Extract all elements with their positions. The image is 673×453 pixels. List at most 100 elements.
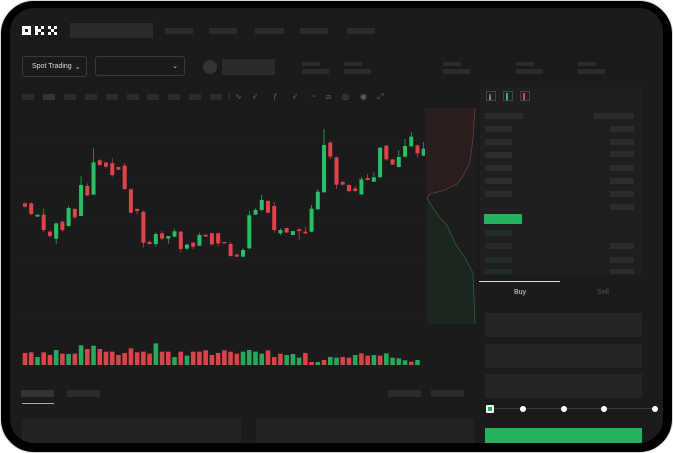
volume-bar <box>109 351 115 365</box>
volume-bar <box>284 355 289 365</box>
candle-body <box>97 160 102 165</box>
volume-bar <box>159 351 165 365</box>
timeframe-button[interactable] <box>168 94 180 100</box>
volume-bar <box>41 352 46 365</box>
dropdown-icon[interactable]: ✓ <box>292 92 299 101</box>
candle-body <box>72 209 77 218</box>
candle-body <box>259 200 264 210</box>
volume-bar <box>28 352 34 365</box>
candle-body <box>415 145 420 154</box>
volume-bar <box>346 357 352 365</box>
candle-body <box>122 165 127 189</box>
buy-tab-underline <box>479 281 560 282</box>
nav-item[interactable] <box>165 28 193 34</box>
price-input[interactable] <box>485 313 642 337</box>
volume-bar <box>190 351 196 365</box>
candle-body <box>216 233 221 244</box>
volume-bar <box>184 355 190 365</box>
candle-body <box>284 228 289 233</box>
timeframe-button[interactable] <box>106 94 118 100</box>
settings-icon[interactable]: ◉ <box>360 92 367 101</box>
timeframe-button[interactable] <box>127 94 139 100</box>
spot-trading-label: Spot Trading <box>32 63 72 70</box>
tab-buy[interactable]: Buy <box>513 289 527 296</box>
search-bar[interactable] <box>70 23 153 38</box>
amount-slider[interactable] <box>489 408 657 409</box>
volume-bar <box>91 345 96 365</box>
volume-bar <box>134 352 140 365</box>
candle-body <box>247 215 252 249</box>
volume-bar <box>290 354 296 365</box>
order-book-both-view-icon[interactable] <box>486 91 496 101</box>
timeframe-button[interactable] <box>43 94 55 100</box>
chevron-down-icon: ⌄ <box>172 63 178 70</box>
buy-button[interactable] <box>485 428 642 443</box>
timeframe-button[interactable] <box>189 94 201 100</box>
timeframe-button[interactable] <box>22 94 34 100</box>
order-book <box>480 87 642 275</box>
chart-type-icon[interactable]: ∿ <box>235 92 242 101</box>
pair-selector[interactable]: ⌄ <box>95 56 185 76</box>
candle-body <box>346 185 351 191</box>
depth-chart <box>425 108 477 324</box>
candle-body <box>103 162 108 167</box>
slider-handle[interactable] <box>486 405 494 413</box>
nav-item[interactable] <box>347 28 375 34</box>
volume-bar <box>35 357 40 365</box>
timeframe-button[interactable] <box>64 94 76 100</box>
candle-body <box>191 242 196 247</box>
line-tool-icon[interactable]: ~ <box>311 92 316 101</box>
volume-bar <box>197 351 202 365</box>
volume-bar <box>408 361 414 365</box>
volume-bar <box>296 357 302 365</box>
timeframe-button[interactable] <box>210 94 222 100</box>
amount-input[interactable] <box>485 344 642 368</box>
slider-step-50[interactable] <box>561 406 567 412</box>
candle-body <box>47 231 52 236</box>
candle-body <box>209 233 214 245</box>
tab-order-history[interactable] <box>67 390 100 397</box>
slider-step-75[interactable] <box>601 406 607 412</box>
volume-bar <box>228 351 233 365</box>
volume-bar <box>303 353 308 365</box>
volume-bar <box>153 343 159 365</box>
nav-item[interactable] <box>209 28 237 34</box>
fullscreen-icon[interactable]: ⤢ <box>377 92 384 101</box>
nav-item[interactable] <box>300 28 328 34</box>
volume-bar <box>278 353 283 365</box>
spot-trading-dropdown[interactable]: Spot Trading ⌄ <box>22 56 87 77</box>
order-book-asks-view-icon[interactable] <box>520 91 530 101</box>
volume-bar <box>365 355 370 365</box>
candlestick-chart[interactable] <box>10 8 430 378</box>
volume-bar <box>359 353 364 365</box>
volume-bar <box>246 350 252 365</box>
volume-bar <box>384 353 389 365</box>
filter-button[interactable] <box>431 390 464 397</box>
candle-body <box>135 209 140 211</box>
slider-step-25[interactable] <box>520 406 526 412</box>
tab-sell[interactable]: Sell <box>597 289 609 296</box>
coin-icon <box>203 60 217 74</box>
volume-bar <box>327 357 333 365</box>
nav-item[interactable] <box>255 28 284 34</box>
candle-body <box>297 229 302 231</box>
tab-open-orders[interactable] <box>21 390 54 397</box>
timeframe-button[interactable] <box>147 94 159 100</box>
camera-icon[interactable]: ◎ <box>342 92 349 101</box>
ruler-icon[interactable]: ⧄ <box>326 92 332 101</box>
filter-button[interactable] <box>388 390 421 397</box>
indicator-icon[interactable]: ✓ <box>252 92 259 101</box>
okx-logo[interactable] <box>22 25 62 37</box>
trading-screen: Spot Trading ⌄ ⌄ | ∿ ✓ ƒ ✓ ~ ⧄ ◎ ◉ ⤢ <box>10 8 663 443</box>
volume-bar <box>309 362 314 365</box>
volume-bar <box>85 349 90 365</box>
volume-bar <box>72 353 78 365</box>
total-input[interactable] <box>485 374 642 398</box>
candle-body <box>421 148 426 156</box>
volume-bar <box>340 357 346 365</box>
slider-step-100[interactable] <box>652 406 658 412</box>
timeframe-button[interactable] <box>85 94 97 100</box>
candle-body <box>241 250 246 257</box>
fx-icon[interactable]: ƒ <box>273 92 278 101</box>
order-book-bids-view-icon[interactable] <box>503 91 513 101</box>
